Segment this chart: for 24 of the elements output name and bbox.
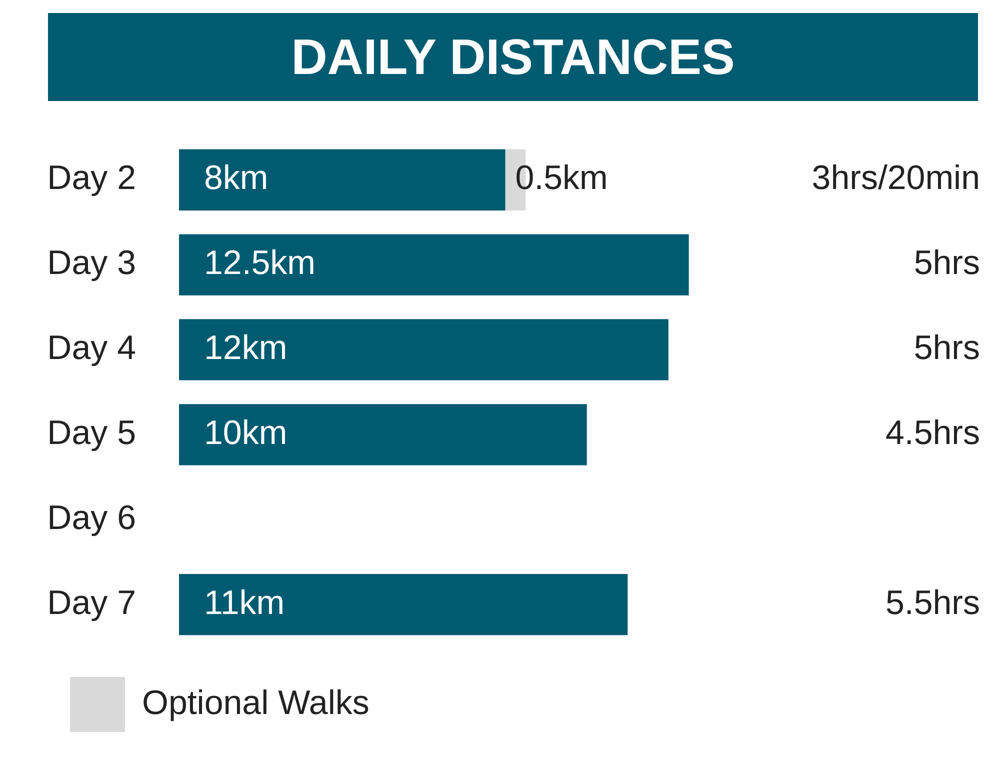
y-tick-label: Day 4 xyxy=(47,329,136,368)
data-label: 11km xyxy=(204,584,285,622)
data-label: 8km xyxy=(204,159,268,198)
text: 4.5hrs xyxy=(886,414,980,452)
bar xyxy=(179,319,668,380)
y-tick-label: Day 2 xyxy=(47,159,136,198)
bar xyxy=(179,404,587,466)
bar xyxy=(179,574,628,636)
y-tick-label: Day 3 xyxy=(47,244,136,282)
text: 5hrs xyxy=(914,329,980,368)
text: 5hrs xyxy=(914,244,980,282)
data-label: 0.5km xyxy=(515,159,608,198)
y-tick-label: Day 5 xyxy=(47,414,136,452)
text: 3hrs/20min xyxy=(812,159,980,198)
text: 5.5hrs xyxy=(886,584,980,622)
data-label: 10km xyxy=(204,414,288,452)
bar xyxy=(179,149,506,210)
data-label: 12km xyxy=(204,329,288,368)
bar xyxy=(179,234,689,296)
chart-title: DAILY DISTANCES xyxy=(48,13,978,101)
y-tick-label: Day 7 xyxy=(47,584,136,622)
y-tick-label: Day 6 xyxy=(47,498,136,537)
legend-label: Optional Walks xyxy=(142,684,370,722)
data-label: 12.5km xyxy=(204,244,316,282)
